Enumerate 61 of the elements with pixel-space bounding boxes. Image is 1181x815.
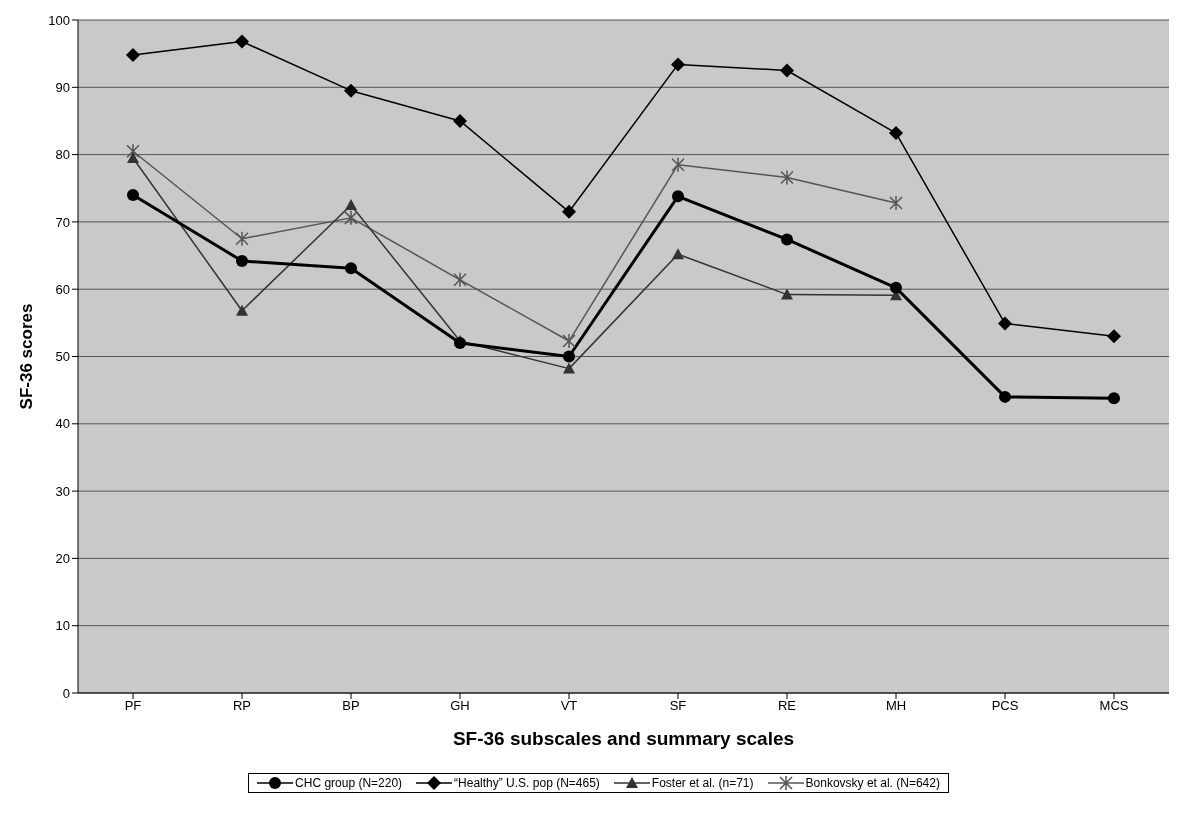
x-axis-title: SF-36 subscales and summary scales <box>452 728 795 749</box>
point <box>345 262 357 275</box>
point <box>1107 329 1121 344</box>
legend-label: Bonkovsky et al. (N=642) <box>805 776 940 790</box>
x-tick-label: PF <box>124 698 142 714</box>
y-axis-title: SF-36 scores <box>17 303 37 410</box>
y-tick-label: 100 <box>48 12 70 28</box>
point <box>672 248 684 260</box>
y-tick-label: 30 <box>55 483 70 499</box>
point <box>453 272 467 288</box>
y-tick-label: 70 <box>55 214 70 230</box>
point <box>1108 392 1120 405</box>
point <box>345 199 357 211</box>
point <box>889 126 903 141</box>
y-tick-label: 80 <box>55 147 70 163</box>
point <box>235 230 249 247</box>
x-tick-label: GH <box>450 698 470 714</box>
y-tick-label: 0 <box>62 685 70 701</box>
point <box>127 151 139 163</box>
point <box>781 288 793 300</box>
x-tick-label: RP <box>232 698 252 714</box>
point <box>672 190 684 203</box>
point <box>454 337 466 350</box>
point <box>453 113 467 128</box>
x-tick-label: PCS <box>991 698 1019 714</box>
x-tick-label: MCS <box>1099 698 1129 714</box>
point <box>671 57 685 72</box>
x-tick-label: BP <box>342 698 360 714</box>
point <box>563 362 575 374</box>
x-tick-label: RE <box>777 698 797 714</box>
point <box>126 48 140 62</box>
x-tick-label: MH <box>885 698 907 714</box>
y-tick-label: 10 <box>55 618 70 634</box>
point <box>562 204 576 219</box>
point <box>890 281 902 294</box>
y-tick-label: 90 <box>55 79 70 95</box>
y-tick-label: 60 <box>55 281 70 297</box>
point <box>236 254 248 267</box>
legend-label: Foster et al. (n=71) <box>651 776 754 790</box>
y-tick-label: 20 <box>55 551 70 567</box>
point <box>780 169 794 186</box>
point <box>563 350 575 363</box>
point <box>562 333 576 349</box>
point <box>781 233 793 246</box>
x-tick-label: SF <box>669 698 687 714</box>
point <box>998 316 1012 331</box>
point <box>889 195 903 211</box>
point <box>127 188 139 201</box>
point <box>236 304 248 316</box>
y-tick-label: 50 <box>55 349 70 365</box>
point <box>671 156 685 173</box>
point <box>344 83 358 98</box>
point <box>780 63 794 78</box>
y-tick-label: 40 <box>55 416 70 432</box>
x-tick-label: VT <box>560 698 578 714</box>
legend-label: CHC group (N=220) <box>295 776 403 790</box>
point <box>999 390 1011 403</box>
legend-label: “Healthy” U.S. pop (N=465) <box>454 776 600 790</box>
point <box>344 210 358 226</box>
point <box>126 143 140 159</box>
point <box>235 34 249 49</box>
